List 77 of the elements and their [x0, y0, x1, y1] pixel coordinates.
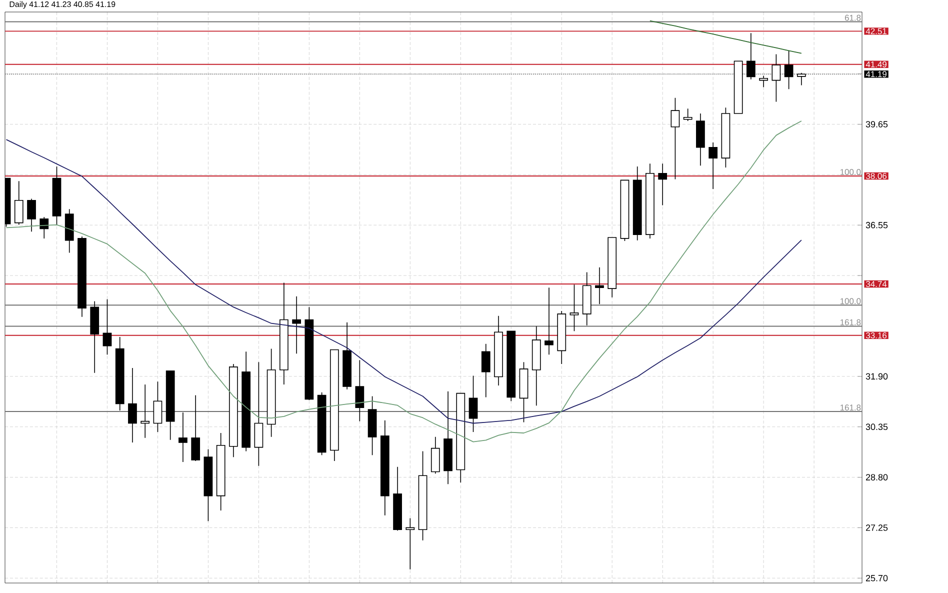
y-tick-label: 30.35: [866, 424, 888, 430]
candlestick: [734, 60, 743, 114]
candlestick: [330, 349, 339, 462]
candlestick: [721, 107, 730, 168]
candlestick: [544, 287, 554, 355]
candlestick: [772, 54, 781, 102]
candlestick: [430, 436, 440, 474]
candlestick: [52, 166, 62, 226]
candlestick: [216, 432, 226, 511]
annotation: 161.8: [840, 404, 861, 411]
candlestick: [78, 236, 86, 318]
candlestick: [266, 348, 276, 438]
ref-line-label: 33.16: [866, 332, 887, 338]
line-series: [650, 20, 802, 54]
candlestick: [418, 450, 428, 541]
candlestick: [444, 390, 452, 484]
candlestick: [708, 142, 718, 190]
candlestick: [595, 267, 604, 305]
candlestick: [506, 330, 516, 402]
candlestick: [204, 448, 213, 522]
candlestick: [393, 466, 402, 532]
candlestick: [532, 326, 541, 406]
y-tick-label: 31.90: [866, 373, 888, 380]
candlestick: [683, 108, 692, 122]
candlestick: [646, 163, 654, 239]
candlestick: [468, 375, 478, 432]
candlestick: [317, 392, 326, 456]
candlestick: [304, 306, 314, 401]
candlestick: [519, 362, 528, 423]
annotation: 100.0: [840, 298, 861, 304]
candlestick: [658, 163, 668, 206]
candlestick: [481, 343, 490, 398]
candlestick: [494, 315, 503, 386]
candlestick: [380, 420, 390, 516]
ref-line-label: 42.51: [866, 28, 886, 34]
candlestick: [40, 216, 49, 239]
candlestick: [128, 368, 137, 443]
candlestick: [796, 72, 806, 86]
candlestick: [696, 113, 705, 166]
candlestick: [620, 180, 630, 242]
candlestick: [153, 381, 162, 432]
ref-line-label: 38.06: [866, 172, 887, 179]
y-tick-label: 36.55: [866, 222, 888, 228]
candlestick: [456, 392, 466, 483]
candlestick: [178, 412, 188, 462]
candlestick: [784, 50, 794, 90]
y-tick-label: 27.25: [866, 524, 888, 531]
candlestick: [27, 198, 36, 232]
candlestick: [759, 75, 768, 88]
candlestick: [280, 282, 288, 385]
annotation: 161.8: [840, 319, 861, 326]
candlestick: [342, 322, 352, 390]
candlestick: [242, 351, 251, 452]
candlestick: [115, 336, 124, 411]
candlestick: [608, 237, 617, 298]
annotation: 100.0: [840, 168, 861, 175]
candlestick: [632, 166, 642, 241]
ref-line-label: 41.19: [866, 71, 886, 78]
annotation: 61.8: [844, 14, 861, 21]
ref-line-label: 41.49: [866, 61, 886, 68]
candlestick: [746, 32, 756, 80]
candlestick: [229, 364, 238, 458]
candlestick: [191, 394, 200, 462]
candlestick: [582, 272, 592, 326]
candlestick: [557, 310, 566, 364]
ref-line-label: 34.74: [866, 281, 887, 287]
y-tick-label: 25.70: [866, 574, 888, 582]
candlestick: [292, 296, 301, 354]
candlestick: [368, 396, 377, 456]
y-tick-label: 39.65: [866, 121, 888, 128]
candlestick: [64, 208, 74, 254]
y-tick-label: 28.80: [866, 474, 888, 480]
candlestick: [14, 180, 24, 226]
candlestick: [140, 384, 150, 438]
candlestick: [355, 360, 364, 422]
candlestick: [166, 370, 175, 440]
candlestick: [90, 300, 100, 374]
